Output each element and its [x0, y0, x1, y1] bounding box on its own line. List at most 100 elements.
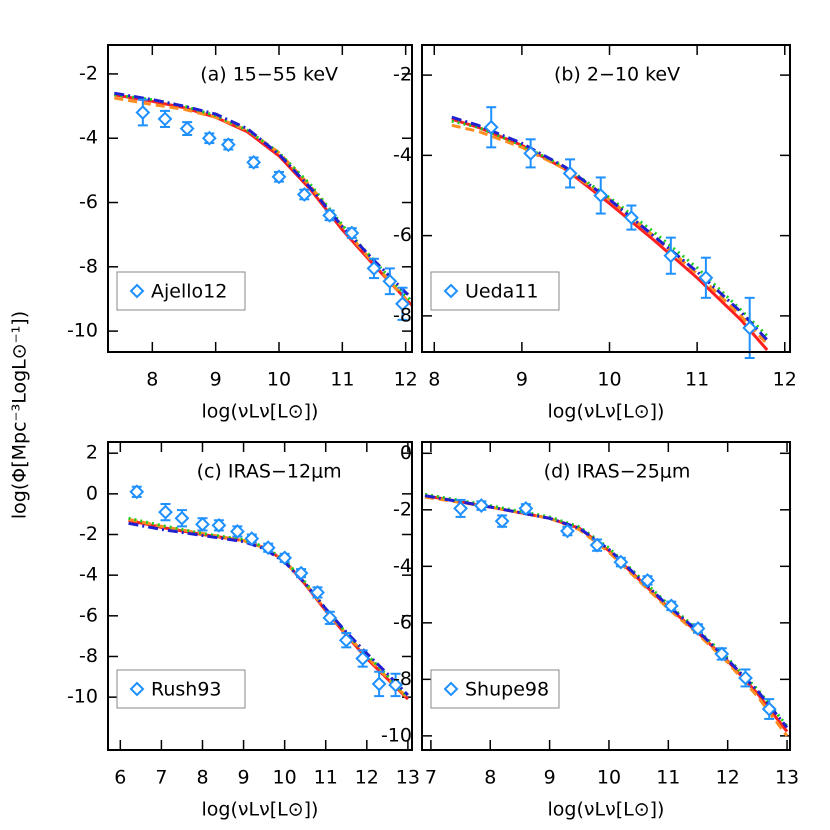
x-tick-label: 6	[114, 767, 126, 789]
data-point	[382, 273, 398, 289]
data-point	[562, 166, 578, 181]
data-point	[244, 531, 260, 546]
legend-symbol	[443, 681, 459, 697]
data-point	[560, 523, 575, 539]
data-point	[195, 516, 210, 532]
x-tick-label: 8	[484, 767, 496, 789]
y-tick-label: -8	[79, 645, 98, 667]
x-axis-label: log(νLν[L⊙])	[202, 401, 319, 423]
y-tick-label: -4	[79, 564, 98, 586]
y-tick-label: -6	[79, 604, 98, 626]
plot-area	[114, 91, 412, 308]
data-point	[229, 524, 245, 539]
model-curve	[424, 494, 789, 729]
data-point	[640, 573, 655, 588]
y-tick-label: -6	[79, 191, 98, 213]
y-tick-label: -6	[393, 224, 412, 246]
panel-title: (c) IRAS−12μm	[197, 461, 342, 483]
data-point	[338, 632, 354, 648]
data-point	[322, 610, 338, 626]
data-point	[473, 498, 489, 513]
x-tick-label: 8	[196, 767, 208, 789]
data-point	[135, 105, 151, 120]
model-curve	[451, 117, 769, 351]
axes-frame	[107, 44, 413, 353]
x-tick-label: 8	[428, 369, 440, 391]
panel-title: (d) IRAS−25μm	[544, 461, 691, 483]
x-tick-label: 9	[238, 767, 250, 789]
panel: 6 7 8 9 10 11 12 13 2 0 -2 -4 -6 -8 -10 (c) IRAS−12μm lo…	[67, 441, 420, 821]
x-tick-label: 11	[314, 767, 338, 789]
legend-symbol	[129, 681, 145, 697]
plot-area	[451, 115, 769, 351]
y-tick-label: -8	[393, 304, 412, 326]
data-point	[663, 598, 679, 614]
data-point	[201, 130, 217, 146]
panel-title: (a) 15−55 keV	[200, 64, 338, 86]
y-tick-label: -2	[79, 62, 98, 84]
data-point	[157, 111, 173, 127]
x-tick-label: 11	[656, 767, 680, 789]
x-axis-label: log(νLν[L⊙])	[548, 401, 665, 423]
data-point	[623, 210, 639, 225]
legend-symbol	[443, 283, 459, 299]
data-point	[211, 517, 227, 533]
data-point	[129, 484, 145, 500]
data-point	[738, 670, 753, 686]
data-point	[344, 225, 360, 241]
y-tick-label: 2	[86, 442, 98, 464]
x-tick-label: 10	[273, 767, 297, 789]
model-curve	[114, 91, 412, 301]
data-point	[277, 550, 293, 566]
panel-title: (b) 2−10 keV	[554, 64, 680, 86]
data-point	[293, 565, 309, 581]
data-point	[395, 296, 410, 312]
legend-label: Shupe98	[465, 679, 549, 701]
data-point	[158, 504, 173, 520]
x-tick-label: 12	[355, 767, 379, 789]
x-tick-label: 12	[716, 767, 740, 789]
x-tick-label: 9	[516, 369, 528, 391]
data-point	[355, 651, 371, 666]
data-point	[246, 154, 262, 170]
y-tick-label: -8	[393, 668, 412, 690]
data-point	[589, 537, 605, 553]
y-tick-label: -2	[393, 64, 412, 86]
y-tick-label: -10	[381, 724, 412, 746]
x-tick-label: 13	[396, 767, 420, 789]
y-axis-label: log(Φ[Mpc⁻³LogL⊙⁻¹])	[9, 311, 31, 519]
data-point	[494, 513, 510, 529]
panel: 7 8 9 10 11 12 13 0 -2 -4 -6 -8 -10 (d) IRAS−25μm log(…	[381, 441, 799, 821]
y-tick-label: -8	[79, 255, 98, 277]
data-point	[174, 510, 190, 526]
y-tick-label: -2	[393, 498, 412, 520]
panel: 8 9 10 11 12 -2 -4 -6 -8 (b) 2−10 keV log(νLν[L⊙])…	[393, 44, 797, 423]
x-tick-label: 10	[267, 369, 291, 391]
y-tick-label: 0	[400, 442, 412, 464]
y-tick-label: -4	[79, 127, 98, 149]
data-point	[179, 121, 195, 136]
legend-label: Rush93	[151, 679, 222, 701]
data-point	[322, 207, 338, 223]
model-curve	[451, 119, 769, 337]
data-point	[663, 248, 679, 264]
data-point	[613, 554, 629, 570]
data-point	[260, 540, 276, 556]
data-point	[518, 500, 534, 516]
model-curve	[128, 521, 409, 697]
data-point	[271, 169, 287, 185]
data-point	[296, 187, 312, 202]
legend-label: Ajello12	[151, 281, 227, 303]
data-point	[698, 270, 714, 286]
axes-frame	[421, 44, 791, 353]
y-tick-label: -10	[67, 320, 98, 342]
axes-frame	[421, 441, 791, 751]
data-point	[483, 119, 499, 135]
y-tick-label: -10	[67, 686, 98, 708]
x-tick-label: 9	[544, 767, 556, 789]
x-tick-label: 8	[146, 369, 158, 391]
x-tick-label: 7	[425, 767, 437, 789]
data-point	[742, 320, 758, 336]
x-tick-label: 11	[685, 369, 709, 391]
